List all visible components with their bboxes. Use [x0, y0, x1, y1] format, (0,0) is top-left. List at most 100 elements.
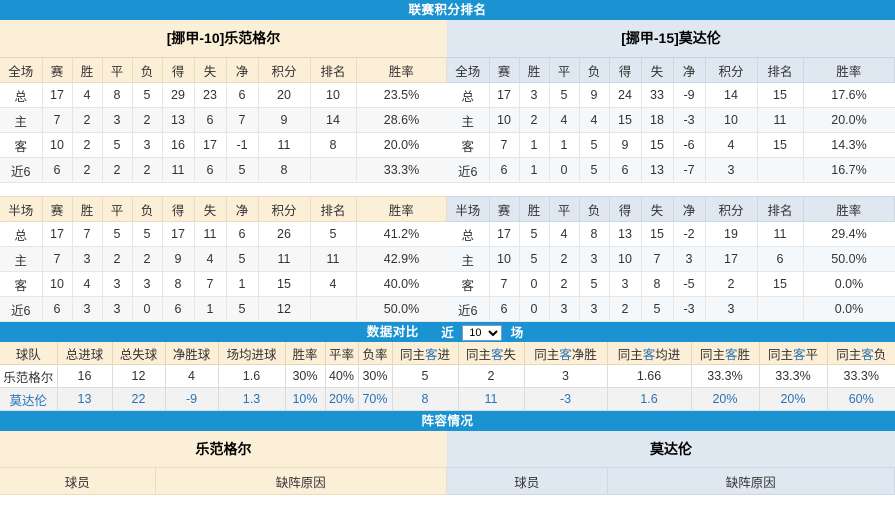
cell-rank: 14	[310, 107, 357, 133]
cell-played: 7	[42, 246, 73, 272]
cell-rank: 11	[757, 221, 804, 247]
away-lineup-team: 莫达伦	[447, 431, 895, 468]
table-row: 总 17 4 8 5 29 23 6 20 10 23.5%	[0, 82, 447, 108]
cell-gf: 8	[162, 271, 195, 297]
table-row: 客 7 0 2 5 3 8 -5 2 15 0.0%	[447, 271, 895, 297]
cell-ga: 7	[194, 271, 227, 297]
table-header-row: 全场 赛 胜 平 负 得 失 净 积分 排名 胜率	[447, 58, 895, 83]
table-row: 近6 6 0 3 3 2 5 -3 3 0.0%	[447, 296, 895, 322]
cell-draw: 1	[549, 132, 580, 158]
cell-winrate: 20.0%	[803, 107, 895, 133]
cell-loss: 2	[132, 246, 163, 272]
hdr-part-venue: 客	[724, 347, 738, 362]
standings-columns: [挪甲-10]乐范格尔 全场 赛 胜 平 负 得 失	[0, 20, 895, 322]
col-win: 胜	[72, 197, 103, 222]
table-row: 主 10 2 4 4 15 18 -3 10 11 20.0%	[447, 107, 895, 133]
cell-same-venue-goals-against: 11	[458, 387, 525, 411]
col-winrate: 胜率	[356, 58, 447, 83]
cell-same-venue-draw: 20%	[759, 387, 828, 411]
table-row: 近6 6 1 0 5 6 13 -7 3 16.7%	[447, 157, 895, 183]
cell-winrate: 41.2%	[356, 221, 447, 247]
col-gf: 得	[162, 58, 195, 83]
col-same-venue-goal-diff: 同主客净胜	[524, 342, 608, 365]
cell-win: 2	[72, 132, 103, 158]
hdr-part-venue: 客	[642, 347, 656, 362]
cell-winrate: 0.0%	[803, 296, 895, 322]
cell-same-venue-goal-diff: -3	[524, 387, 608, 411]
col-rank: 排名	[757, 197, 804, 222]
hdr-part-b: 进	[437, 347, 451, 362]
cell-played: 6	[489, 157, 520, 183]
hdr-part-venue: 客	[490, 347, 504, 362]
col-gf: 得	[609, 58, 642, 83]
hdr-part-b: 均进	[655, 347, 681, 362]
cell-goals-per-match: 1.3	[218, 387, 286, 411]
cell-draw: 8	[102, 82, 133, 108]
col-loss: 负	[579, 58, 610, 83]
cell-goal-diff: -9	[165, 387, 219, 411]
section-spacer	[0, 183, 447, 197]
cell-winrate: 42.9%	[356, 246, 447, 272]
col-player: 球员	[0, 468, 156, 495]
cell-total-goals-against: 22	[112, 387, 166, 411]
cell-points: 4	[705, 132, 758, 158]
row-label: 总	[0, 221, 43, 247]
table-row: 客 10 2 5 3 16 17 -1 11 8 20.0%	[0, 132, 447, 158]
cell-ga: 33	[641, 82, 674, 108]
cell-points: 14	[705, 82, 758, 108]
recent-games-selector[interactable]: 近 6 10 20 30 场	[436, 322, 528, 343]
cell-gf: 9	[162, 246, 195, 272]
hdr-part-venue: 客	[559, 347, 572, 362]
recent-suffix-label: 场	[510, 325, 524, 340]
cell-same-venue-goals-against: 2	[458, 364, 525, 388]
recent-games-select[interactable]: 6 10 20 30	[462, 324, 503, 341]
cell-ga: 17	[194, 132, 227, 158]
cell-draw: 4	[549, 107, 580, 133]
col-total-goals-for: 总进球	[57, 342, 113, 365]
cell-points: 8	[258, 157, 311, 183]
cell-rank: 4	[310, 271, 357, 297]
hdr-part-venue: 客	[424, 347, 438, 362]
cell-winrate: 40.0%	[356, 271, 447, 297]
col-win: 胜	[519, 197, 550, 222]
cell-win: 1	[519, 157, 550, 183]
table-header-row: 球队 总进球 总失球 净胜球 场均进球 胜率 平率 负率 同主客进 同主客失 同…	[0, 342, 895, 365]
cell-played: 7	[489, 271, 520, 297]
cell-same-venue-draw: 33.3%	[759, 364, 828, 388]
cell-win: 3	[72, 296, 103, 322]
table-row: 莫达伦 13 22 -9 1.3 10% 20% 70% 8 11 -3 1.6…	[0, 387, 895, 411]
table-row: 近6 6 3 3 0 6 1 5 12 50.0%	[0, 296, 447, 322]
cell-win: 1	[519, 132, 550, 158]
cell-draw-rate: 40%	[325, 364, 359, 388]
cell-played: 10	[489, 107, 520, 133]
cell-rank	[757, 157, 804, 183]
cell-loss: 5	[132, 82, 163, 108]
col-same-venue-win: 同主客胜	[691, 342, 760, 365]
cell-same-venue-goals-for: 8	[392, 387, 459, 411]
col-points: 积分	[258, 58, 311, 83]
cell-draw: 2	[102, 246, 133, 272]
cell-gd: 5	[226, 296, 259, 322]
table-row: 总 17 3 5 9 24 33 -9 14 15 17.6%	[447, 82, 895, 108]
col-gd: 净	[226, 58, 259, 83]
recent-prefix-label: 近	[441, 325, 454, 340]
hdr-part-b: 平	[805, 347, 819, 362]
cell-gf: 6	[162, 296, 195, 322]
col-gf: 得	[162, 197, 195, 222]
cell-winrate: 17.6%	[803, 82, 895, 108]
cell-draw: 5	[549, 82, 580, 108]
cell-rank: 15	[757, 132, 804, 158]
cell-ga: 4	[194, 246, 227, 272]
col-same-venue-goals-against: 同主客失	[458, 342, 525, 365]
cell-draw: 0	[549, 157, 580, 183]
table-row: 近6 6 2 2 2 11 6 5 8 33.3%	[0, 157, 447, 183]
table-row: 总 17 5 4 8 13 15 -2 19 11 29.4%	[447, 221, 895, 247]
cell-win-rate: 10%	[285, 387, 326, 411]
cell-gd: -3	[673, 296, 706, 322]
col-gd: 净	[673, 58, 706, 83]
table-header-row: 球员 缺阵原因	[447, 468, 895, 495]
cell-ga: 18	[641, 107, 674, 133]
cell-ga: 8	[641, 271, 674, 297]
col-draw: 平	[549, 58, 580, 83]
